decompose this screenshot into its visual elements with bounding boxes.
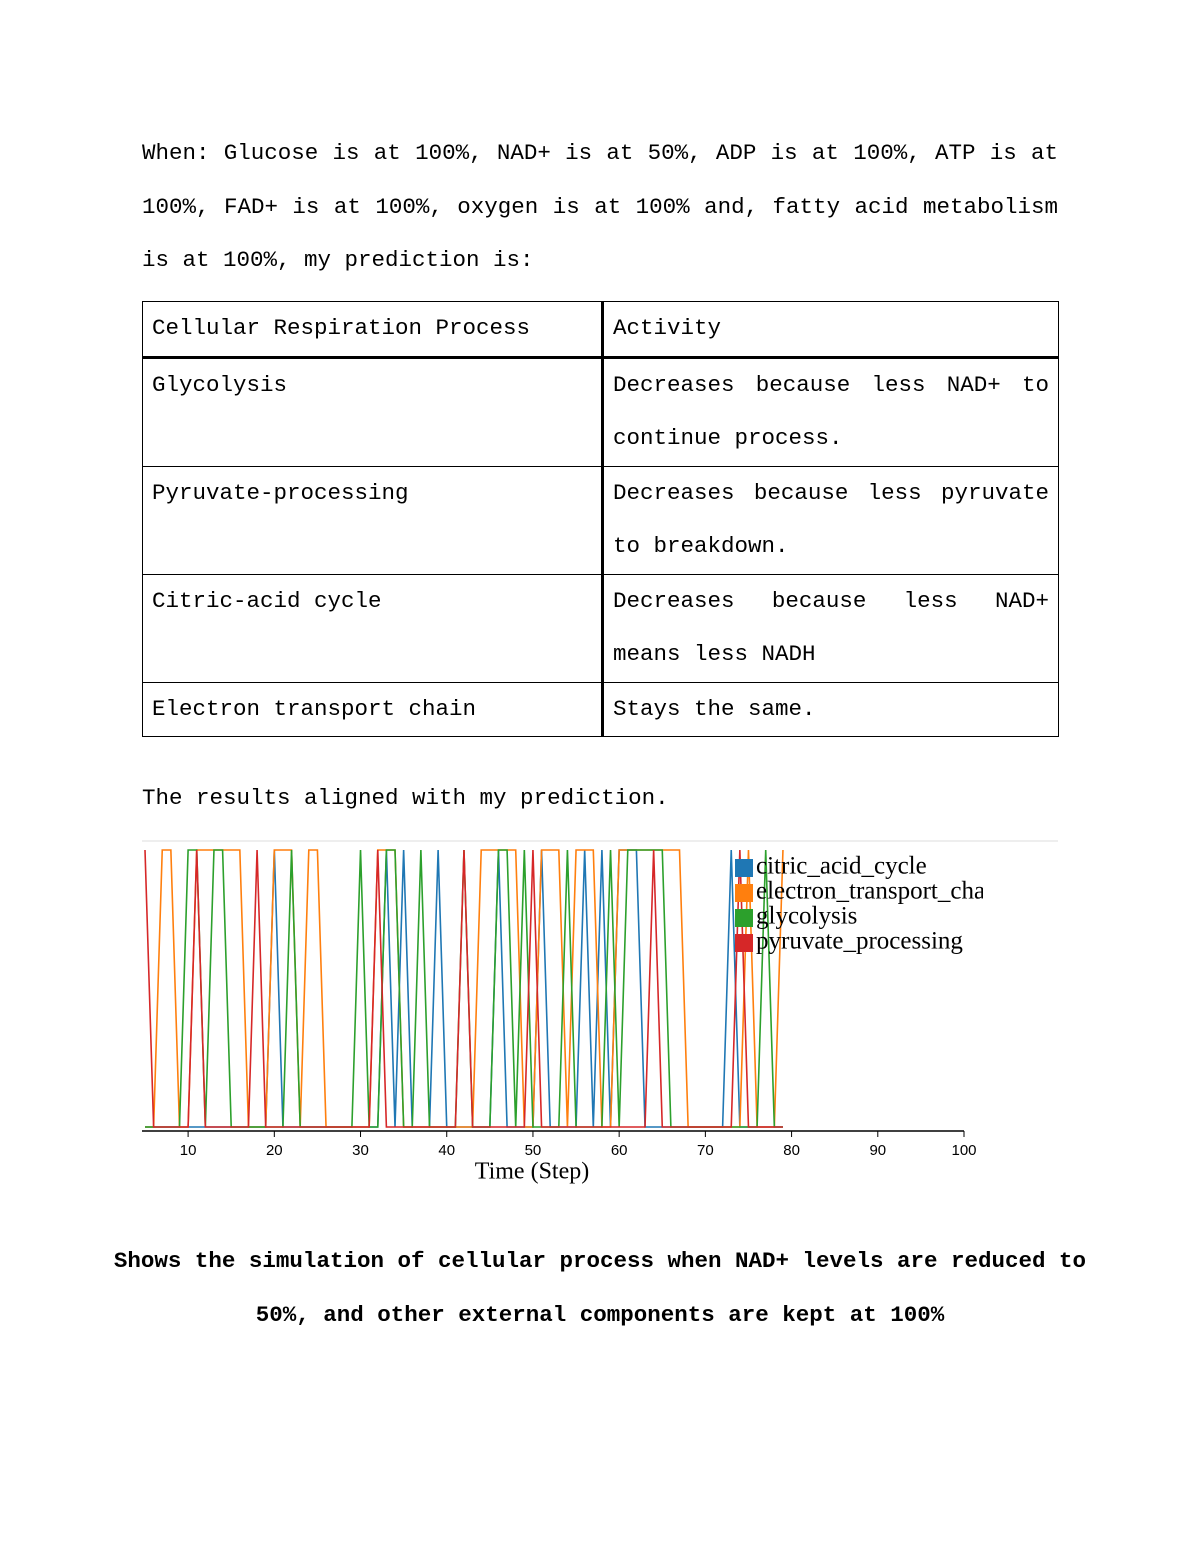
legend-label: electron_transport_chain: [756, 878, 1005, 905]
table-header: Cellular Respiration Process: [142, 301, 603, 359]
x-tick-label: 30: [352, 1142, 369, 1159]
prediction-table: Cellular Respiration Process Activity Gly…: [142, 301, 1059, 737]
table-cell: Stays the same.: [601, 681, 1059, 737]
x-tick-label: 80: [783, 1142, 800, 1159]
legend-swatch: [735, 884, 753, 902]
legend-label: pyruvate_processing: [756, 928, 963, 955]
x-tick-label: 100: [951, 1142, 976, 1159]
table-cell: Pyruvate-processing: [142, 465, 603, 575]
x-axis-label: Time (Step): [475, 1159, 589, 1185]
table-cell: Decreases because less NAD+ means less N…: [601, 573, 1059, 683]
caption: Shows the simulation of cellular process…: [113, 1248, 1087, 1328]
legend-label: glycolysis: [756, 903, 857, 930]
table-header: Activity: [601, 301, 1059, 359]
x-tick-label: 70: [697, 1142, 714, 1159]
legend-label: citric_acid_cycle: [756, 853, 927, 880]
table-cell: Glycolysis: [142, 356, 603, 467]
series-line: [144, 849, 783, 1128]
table-cell: Electron transport chain: [142, 681, 603, 737]
intro-paragraph: When: Glucose is at 100%, NAD+ is at 50%…: [142, 140, 1058, 273]
legend-swatch: [735, 859, 753, 877]
legend-swatch: [735, 934, 753, 952]
x-tick-label: 10: [180, 1142, 197, 1159]
result-paragraph: The results aligned with my prediction.: [142, 785, 669, 811]
table-cell: Decreases because less NAD+ to continue …: [601, 356, 1059, 467]
x-tick-label: 90: [869, 1142, 886, 1159]
series-line: [145, 849, 784, 1128]
legend-swatch: [735, 909, 753, 927]
chart: 10 20 30 40 50 60 70 80 90 100 citric_acid_cyclee…: [142, 840, 1058, 1185]
x-tick-label: 40: [438, 1142, 455, 1159]
x-tick-label: 50: [525, 1142, 542, 1159]
x-tick-label: 60: [611, 1142, 628, 1159]
table-cell: Citric-acid cycle: [142, 573, 603, 683]
x-tick-label: 20: [266, 1142, 283, 1159]
table-cell: Decreases because less pyruvate to break…: [601, 465, 1059, 575]
